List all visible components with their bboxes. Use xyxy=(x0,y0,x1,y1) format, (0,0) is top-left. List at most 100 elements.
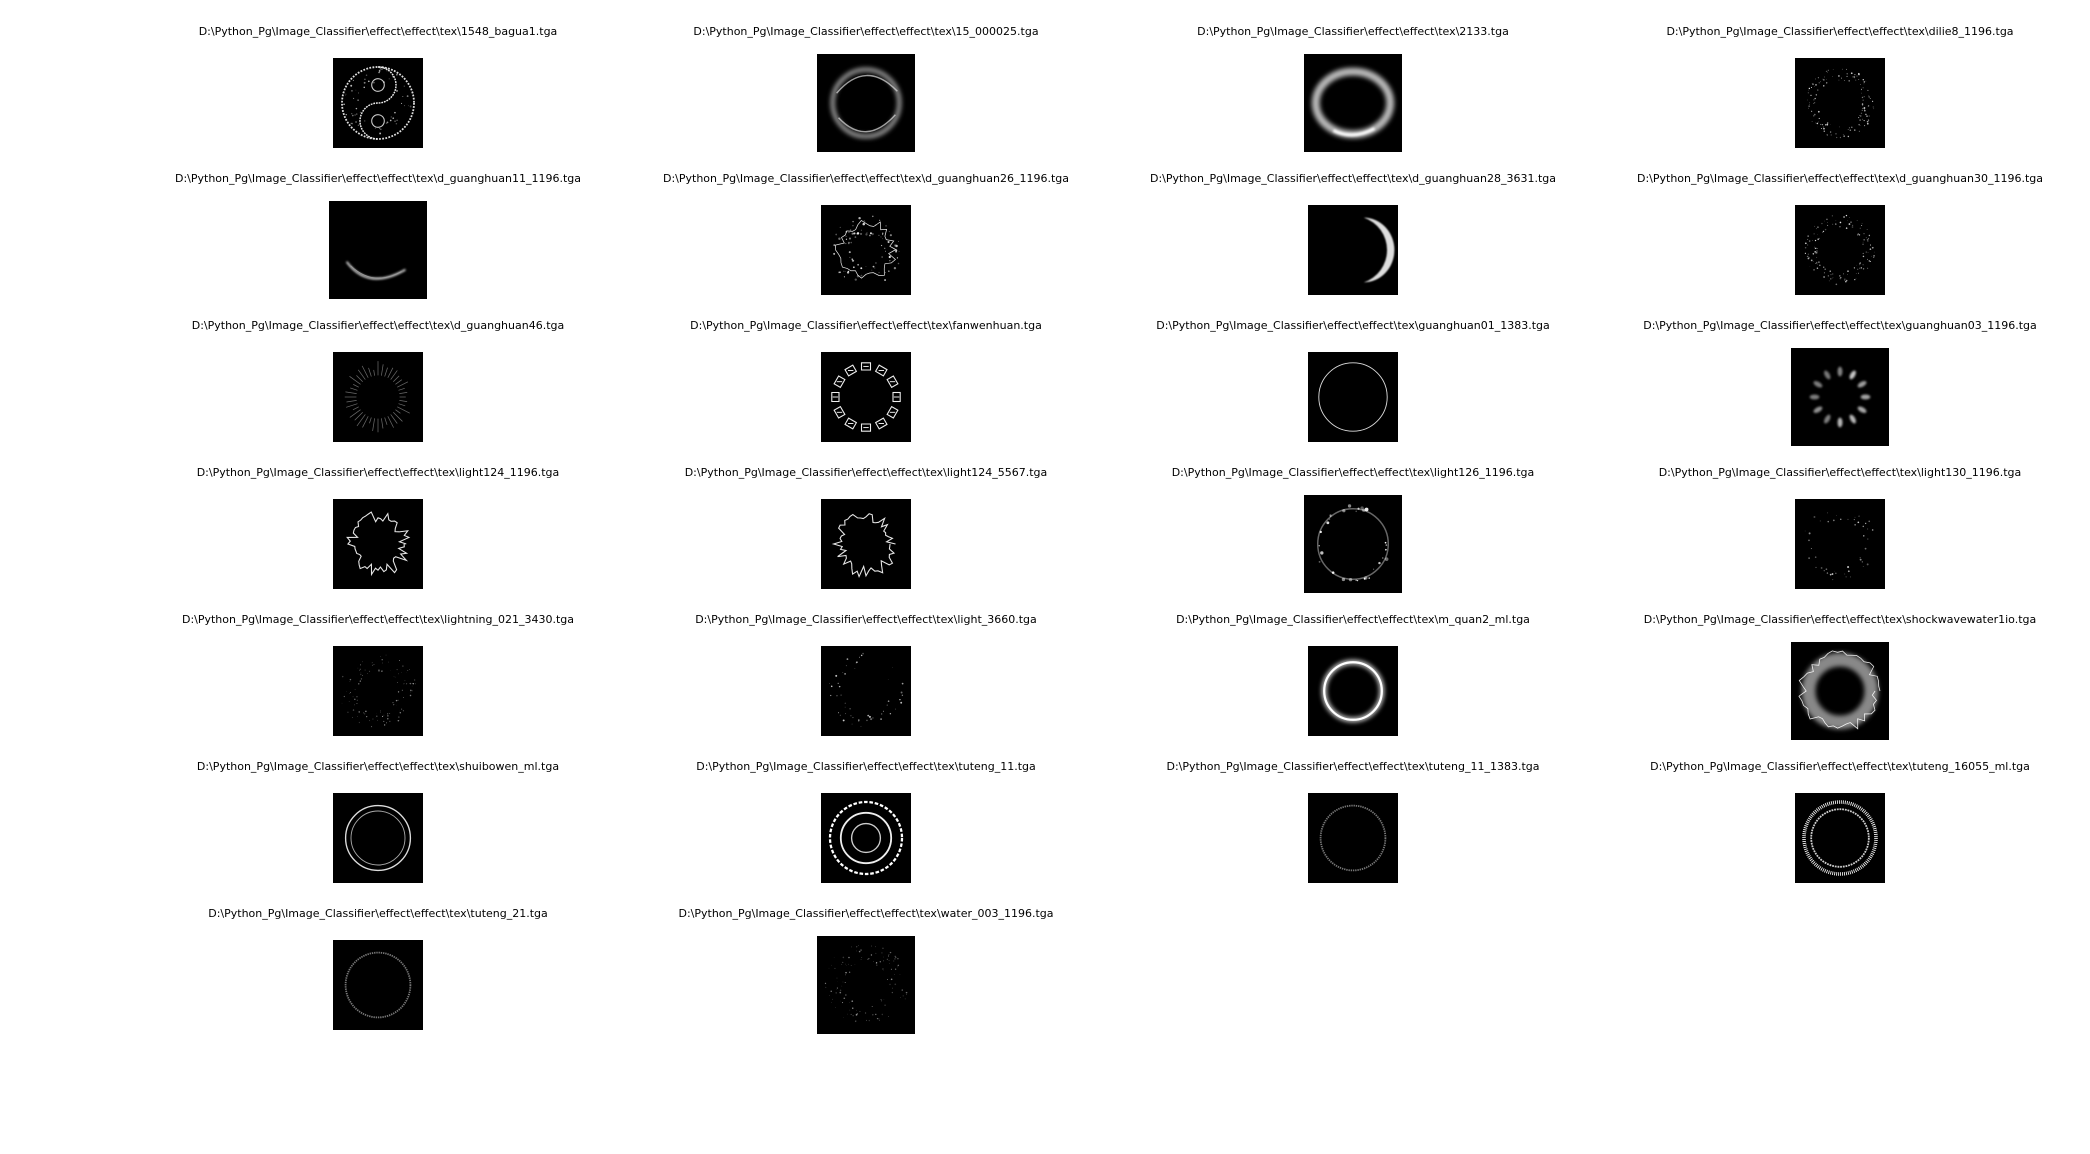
image-cell: D:\Python_Pg\Image_Classifier\effect\eff… xyxy=(148,25,608,165)
image-title: D:\Python_Pg\Image_Classifier\effect\eff… xyxy=(1197,25,1509,38)
speckle-ring-icon xyxy=(333,646,423,736)
texture-preview xyxy=(833,215,900,282)
thin-ring-icon xyxy=(1308,352,1398,442)
swirl-ring-icon xyxy=(821,205,911,295)
image-cell: D:\Python_Pg\Image_Classifier\effect\eff… xyxy=(636,172,1096,312)
image-cell: D:\Python_Pg\Image_Classifier\effect\eff… xyxy=(1123,25,1583,165)
texture-preview xyxy=(1802,800,1878,876)
texture-preview xyxy=(1319,804,1387,872)
image-cell: D:\Python_Pg\Image_Classifier\effect\eff… xyxy=(636,907,1096,1047)
image-cell: D:\Python_Pg\Image_Classifier\effect\eff… xyxy=(1610,613,2070,753)
image-cell: D:\Python_Pg\Image_Classifier\effect\eff… xyxy=(1610,172,2070,312)
image-title: D:\Python_Pg\Image_Classifier\effect\eff… xyxy=(690,319,1042,332)
texture-preview xyxy=(828,800,904,876)
faint-ring-icon xyxy=(333,940,423,1030)
crescent-arc-icon xyxy=(329,201,427,299)
image-title: D:\Python_Pg\Image_Classifier\effect\eff… xyxy=(181,613,575,626)
texture-preview xyxy=(1798,650,1881,730)
texture-preview xyxy=(341,66,415,140)
speckle-ring-icon xyxy=(817,936,915,1034)
image-title: D:\Python_Pg\Image_Classifier\effect\eff… xyxy=(695,613,1037,626)
image-cell: D:\Python_Pg\Image_Classifier\effect\eff… xyxy=(1123,760,1583,900)
yin-yang-icon xyxy=(333,58,423,148)
sparse-ring-icon xyxy=(1795,499,1885,589)
image-title: D:\Python_Pg\Image_Classifier\effect\eff… xyxy=(1643,613,2037,626)
image-title: D:\Python_Pg\Image_Classifier\effect\eff… xyxy=(1150,172,1556,185)
jagged-ring-icon xyxy=(821,499,911,589)
texture-preview xyxy=(341,654,416,728)
image-title: D:\Python_Pg\Image_Classifier\effect\eff… xyxy=(1171,466,1535,479)
image-title: D:\Python_Pg\Image_Classifier\effect\eff… xyxy=(693,25,1039,38)
texture-preview xyxy=(831,362,901,432)
shockwave-ring-icon xyxy=(1791,642,1889,740)
wispy-ring-icon xyxy=(817,54,915,152)
image-title: D:\Python_Pg\Image_Classifier\effect\eff… xyxy=(175,172,581,185)
image-title: D:\Python_Pg\Image_Classifier\effect\eff… xyxy=(696,760,1036,773)
texture-preview xyxy=(1809,366,1871,428)
image-cell: D:\Python_Pg\Image_Classifier\effect\eff… xyxy=(636,466,1096,606)
image-cell: D:\Python_Pg\Image_Classifier\effect\eff… xyxy=(636,613,1096,753)
texture-preview xyxy=(1804,214,1875,286)
texture-preview xyxy=(1311,67,1395,139)
image-cell: D:\Python_Pg\Image_Classifier\effect\eff… xyxy=(148,466,608,606)
texture-preview xyxy=(1318,362,1388,432)
image-cell: D:\Python_Pg\Image_Classifier\effect\eff… xyxy=(636,319,1096,459)
texture-preview xyxy=(345,261,406,280)
image-cell: D:\Python_Pg\Image_Classifier\effect\eff… xyxy=(1123,613,1583,753)
texture-preview xyxy=(344,951,412,1019)
texture-preview xyxy=(830,67,902,139)
texture-preview xyxy=(1321,659,1385,723)
image-title: D:\Python_Pg\Image_Classifier\effect\eff… xyxy=(1666,25,2014,38)
texture-preview xyxy=(1363,217,1395,283)
image-cell: D:\Python_Pg\Image_Classifier\effect\eff… xyxy=(636,25,1096,165)
image-title: D:\Python_Pg\Image_Classifier\effect\eff… xyxy=(1643,319,2037,332)
image-cell: D:\Python_Pg\Image_Classifier\effect\eff… xyxy=(1610,319,2070,459)
image-cell: D:\Python_Pg\Image_Classifier\effect\eff… xyxy=(148,760,608,900)
image-title: D:\Python_Pg\Image_Classifier\effect\eff… xyxy=(663,172,1069,185)
texture-preview xyxy=(831,513,896,579)
glow-ring-icon xyxy=(1304,54,1402,152)
texture-preview xyxy=(346,511,411,577)
image-title: D:\Python_Pg\Image_Classifier\effect\eff… xyxy=(1650,760,2030,773)
image-cell: D:\Python_Pg\Image_Classifier\effect\eff… xyxy=(1123,172,1583,312)
image-cell: D:\Python_Pg\Image_Classifier\effect\eff… xyxy=(148,172,608,312)
image-title: D:\Python_Pg\Image_Classifier\effect\eff… xyxy=(1658,466,2022,479)
image-title: D:\Python_Pg\Image_Classifier\effect\eff… xyxy=(1166,760,1540,773)
image-title: D:\Python_Pg\Image_Classifier\effect\eff… xyxy=(208,907,548,920)
image-cell: D:\Python_Pg\Image_Classifier\effect\eff… xyxy=(636,760,1096,900)
image-cell: D:\Python_Pg\Image_Classifier\effect\eff… xyxy=(1610,466,2070,606)
image-title: D:\Python_Pg\Image_Classifier\effect\eff… xyxy=(196,760,560,773)
image-title: D:\Python_Pg\Image_Classifier\effect\eff… xyxy=(678,907,1054,920)
image-cell: D:\Python_Pg\Image_Classifier\effect\eff… xyxy=(148,613,608,753)
texture-preview xyxy=(829,652,904,727)
image-title: D:\Python_Pg\Image_Classifier\effect\eff… xyxy=(191,319,565,332)
radial-glow-icon xyxy=(1791,348,1889,446)
image-title: D:\Python_Pg\Image_Classifier\effect\eff… xyxy=(198,25,558,38)
texture-preview xyxy=(1807,68,1875,139)
image-cell: D:\Python_Pg\Image_Classifier\effect\eff… xyxy=(1123,466,1583,606)
image-title: D:\Python_Pg\Image_Classifier\effect\eff… xyxy=(196,466,560,479)
dotted-ring-icon xyxy=(1795,58,1885,148)
concentric-rings-icon xyxy=(821,793,911,883)
texture-preview xyxy=(1316,504,1390,582)
image-title: D:\Python_Pg\Image_Classifier\effect\eff… xyxy=(1156,319,1550,332)
texture-preview xyxy=(1804,512,1874,581)
texture-preview xyxy=(824,945,908,1023)
jagged-ring-icon xyxy=(333,499,423,589)
dotted-ring-icon xyxy=(1795,205,1885,295)
image-cell: D:\Python_Pg\Image_Classifier\effect\eff… xyxy=(148,319,608,459)
double-ring-icon xyxy=(333,793,423,883)
glyph-ring-icon xyxy=(821,352,911,442)
crescent-icon xyxy=(1308,205,1398,295)
image-cell: D:\Python_Pg\Image_Classifier\effect\eff… xyxy=(148,907,608,1047)
image-cell: D:\Python_Pg\Image_Classifier\effect\eff… xyxy=(1610,760,2070,900)
spiky-ring-icon xyxy=(333,352,423,442)
bright-ring-icon xyxy=(1308,646,1398,736)
faint-ring-icon xyxy=(1308,793,1398,883)
sparse-ring-icon xyxy=(821,646,911,736)
image-title: D:\Python_Pg\Image_Classifier\effect\eff… xyxy=(1176,613,1530,626)
sparkle-ring-icon xyxy=(1304,495,1402,593)
texture-preview xyxy=(344,361,410,433)
ornate-ring-icon xyxy=(1795,793,1885,883)
image-cell: D:\Python_Pg\Image_Classifier\effect\eff… xyxy=(1610,25,2070,165)
